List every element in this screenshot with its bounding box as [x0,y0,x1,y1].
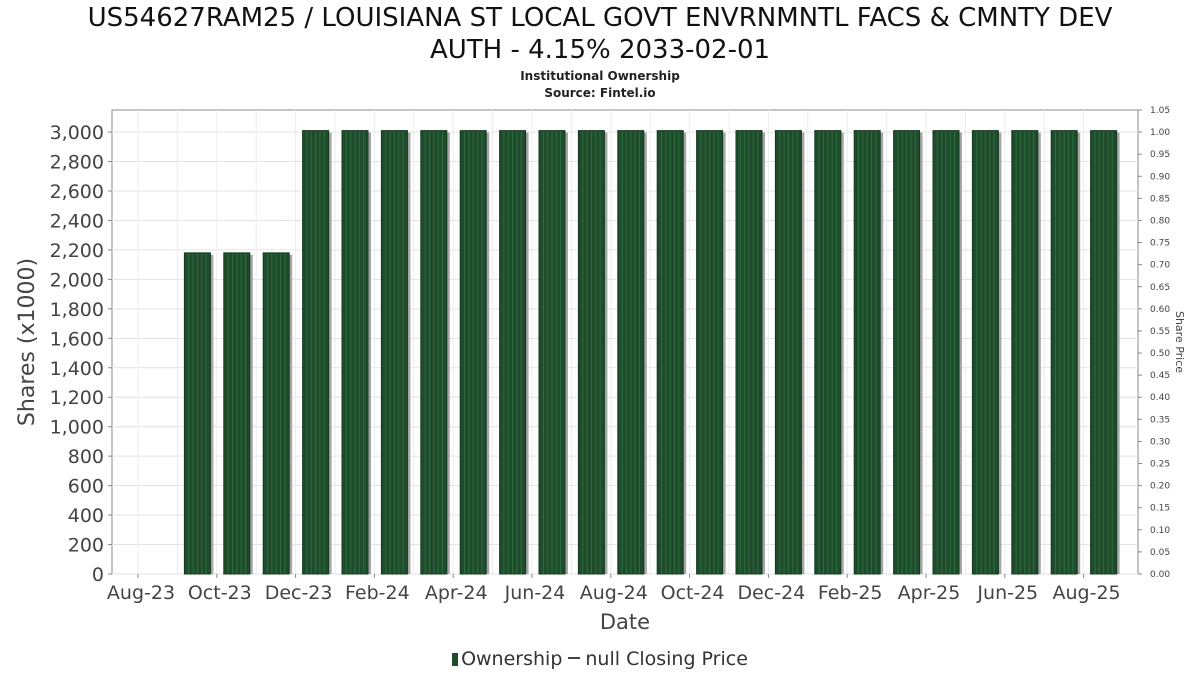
chart-source: Source: Fintel.io [544,86,656,100]
y-tick-label: 2,400 [50,210,104,232]
closing-price-legend-line [568,657,581,659]
y-tick-label: 1,400 [50,358,104,380]
ownership-bar [893,130,921,575]
y2-tick-label: 0.80 [1150,216,1170,226]
y-tick-label: 2,600 [50,181,104,203]
ownership-bar [656,130,684,575]
y-tick-label: 3,000 [50,122,104,144]
y2-tick-label: 0.00 [1150,570,1170,580]
ownership-bar [341,130,369,575]
x-tick-label: Aug-24 [580,582,648,604]
x-tick-label: Aug-23 [107,582,175,604]
x-tick-label: Oct-23 [188,582,252,604]
chart-title-line-2: AUTH - 4.15% 2033-02-01 [429,35,771,65]
ownership-bar [1050,130,1078,575]
y2-tick-label: 0.40 [1150,393,1170,403]
y-tick-label: 0 [92,564,104,586]
x-tick-label: Oct-24 [661,582,725,604]
y-axis: 0 200 400 600 800 1,000 1,200 1,400 1,600 1,800 2,… [50,122,112,586]
ownership-bar [223,252,251,575]
ownership-bar [459,130,487,575]
ownership-bar [262,252,290,575]
x-tick-label: Dec-24 [737,582,805,604]
y-tick-label: 200 [68,535,104,557]
y2-axis: 0.00 0.05 0.10 0.15 0.20 0.25 0.30 0.35 0.40 0.45… [1138,106,1170,580]
y-tick-label: 2,000 [50,269,104,291]
y-tick-label: 600 [68,476,104,498]
ownership-bar [499,130,527,575]
y2-tick-label: 1.05 [1150,106,1170,116]
x-tick-label: Jun-24 [504,582,566,604]
y2-tick-label: 0.60 [1150,305,1170,315]
y-tick-label: 1,800 [50,299,104,321]
ownership-bar [1011,130,1039,575]
y2-tick-label: 0.45 [1150,371,1170,381]
y2-tick-label: 0.05 [1150,548,1170,558]
ownership-bar [774,130,802,575]
y-axis-label: Shares (x1000) [15,258,40,426]
x-tick-label: Aug-25 [1053,582,1121,604]
ownership-bar [420,130,448,575]
ownership-bar [183,252,211,575]
y-tick-label: 800 [68,446,104,468]
x-tick-label: Jun-25 [976,582,1038,604]
x-tick-label: Apr-25 [898,582,961,604]
y2-axis-label: Share Price [1173,311,1186,373]
y2-tick-label: 0.95 [1150,150,1170,160]
ownership-legend-swatch [452,653,459,666]
y2-tick-label: 1.00 [1150,128,1170,138]
y2-tick-label: 0.65 [1150,283,1170,293]
ownership-bar [853,130,881,575]
ownership-bar [735,130,763,575]
y-tick-label: 2,800 [50,152,104,174]
ownership-bar [617,130,645,575]
x-tick-label: Feb-24 [345,582,410,604]
y2-tick-label: 0.15 [1150,504,1170,514]
y-tick-label: 400 [68,505,104,527]
y2-tick-label: 0.90 [1150,172,1170,182]
legend-item-ownership: Ownership [461,648,563,670]
x-tick-label: Feb-25 [818,582,883,604]
y-tick-label: 1,000 [50,417,104,439]
y2-tick-label: 0.35 [1150,415,1170,425]
y2-tick-label: 0.70 [1150,261,1170,271]
legend-item-closing-price: null Closing Price [585,648,748,670]
ownership-bar [971,130,999,575]
chart-subtitle: Institutional Ownership [520,69,680,83]
x-tick-label: Apr-24 [425,582,488,604]
ownership-bar [538,130,566,575]
y2-tick-label: 0.20 [1150,482,1170,492]
y-tick-label: 1,200 [50,387,104,409]
y2-tick-label: 0.10 [1150,526,1170,536]
ownership-bar [814,130,842,575]
y2-tick-label: 0.30 [1150,437,1170,447]
ownership-bar [577,130,605,575]
y2-tick-label: 0.75 [1150,239,1170,249]
ownership-bar [932,130,960,575]
ownership-bar [1090,130,1118,575]
y2-tick-label: 0.85 [1150,194,1170,204]
y2-tick-label: 0.25 [1150,460,1170,470]
chart-legend: Ownership null Closing Price [0,648,1200,670]
ownership-bar [380,130,408,575]
ownership-bar [696,130,724,575]
bar-series [183,130,1120,575]
y2-tick-label: 0.50 [1150,349,1170,359]
x-axis: Aug-23 Oct-23 Dec-23 Feb-24 Apr-24 Jun-24 Aug-… [107,574,1121,604]
ownership-bar [302,130,330,575]
y-tick-label: 1,600 [50,328,104,350]
y2-tick-label: 0.55 [1150,327,1170,337]
x-tick-label: Dec-23 [265,582,333,604]
x-axis-label: Date [600,610,650,634]
chart-title-line-1: US54627RAM25 / LOUISIANA ST LOCAL GOVT E… [87,3,1113,33]
y-tick-label: 2,200 [50,240,104,262]
